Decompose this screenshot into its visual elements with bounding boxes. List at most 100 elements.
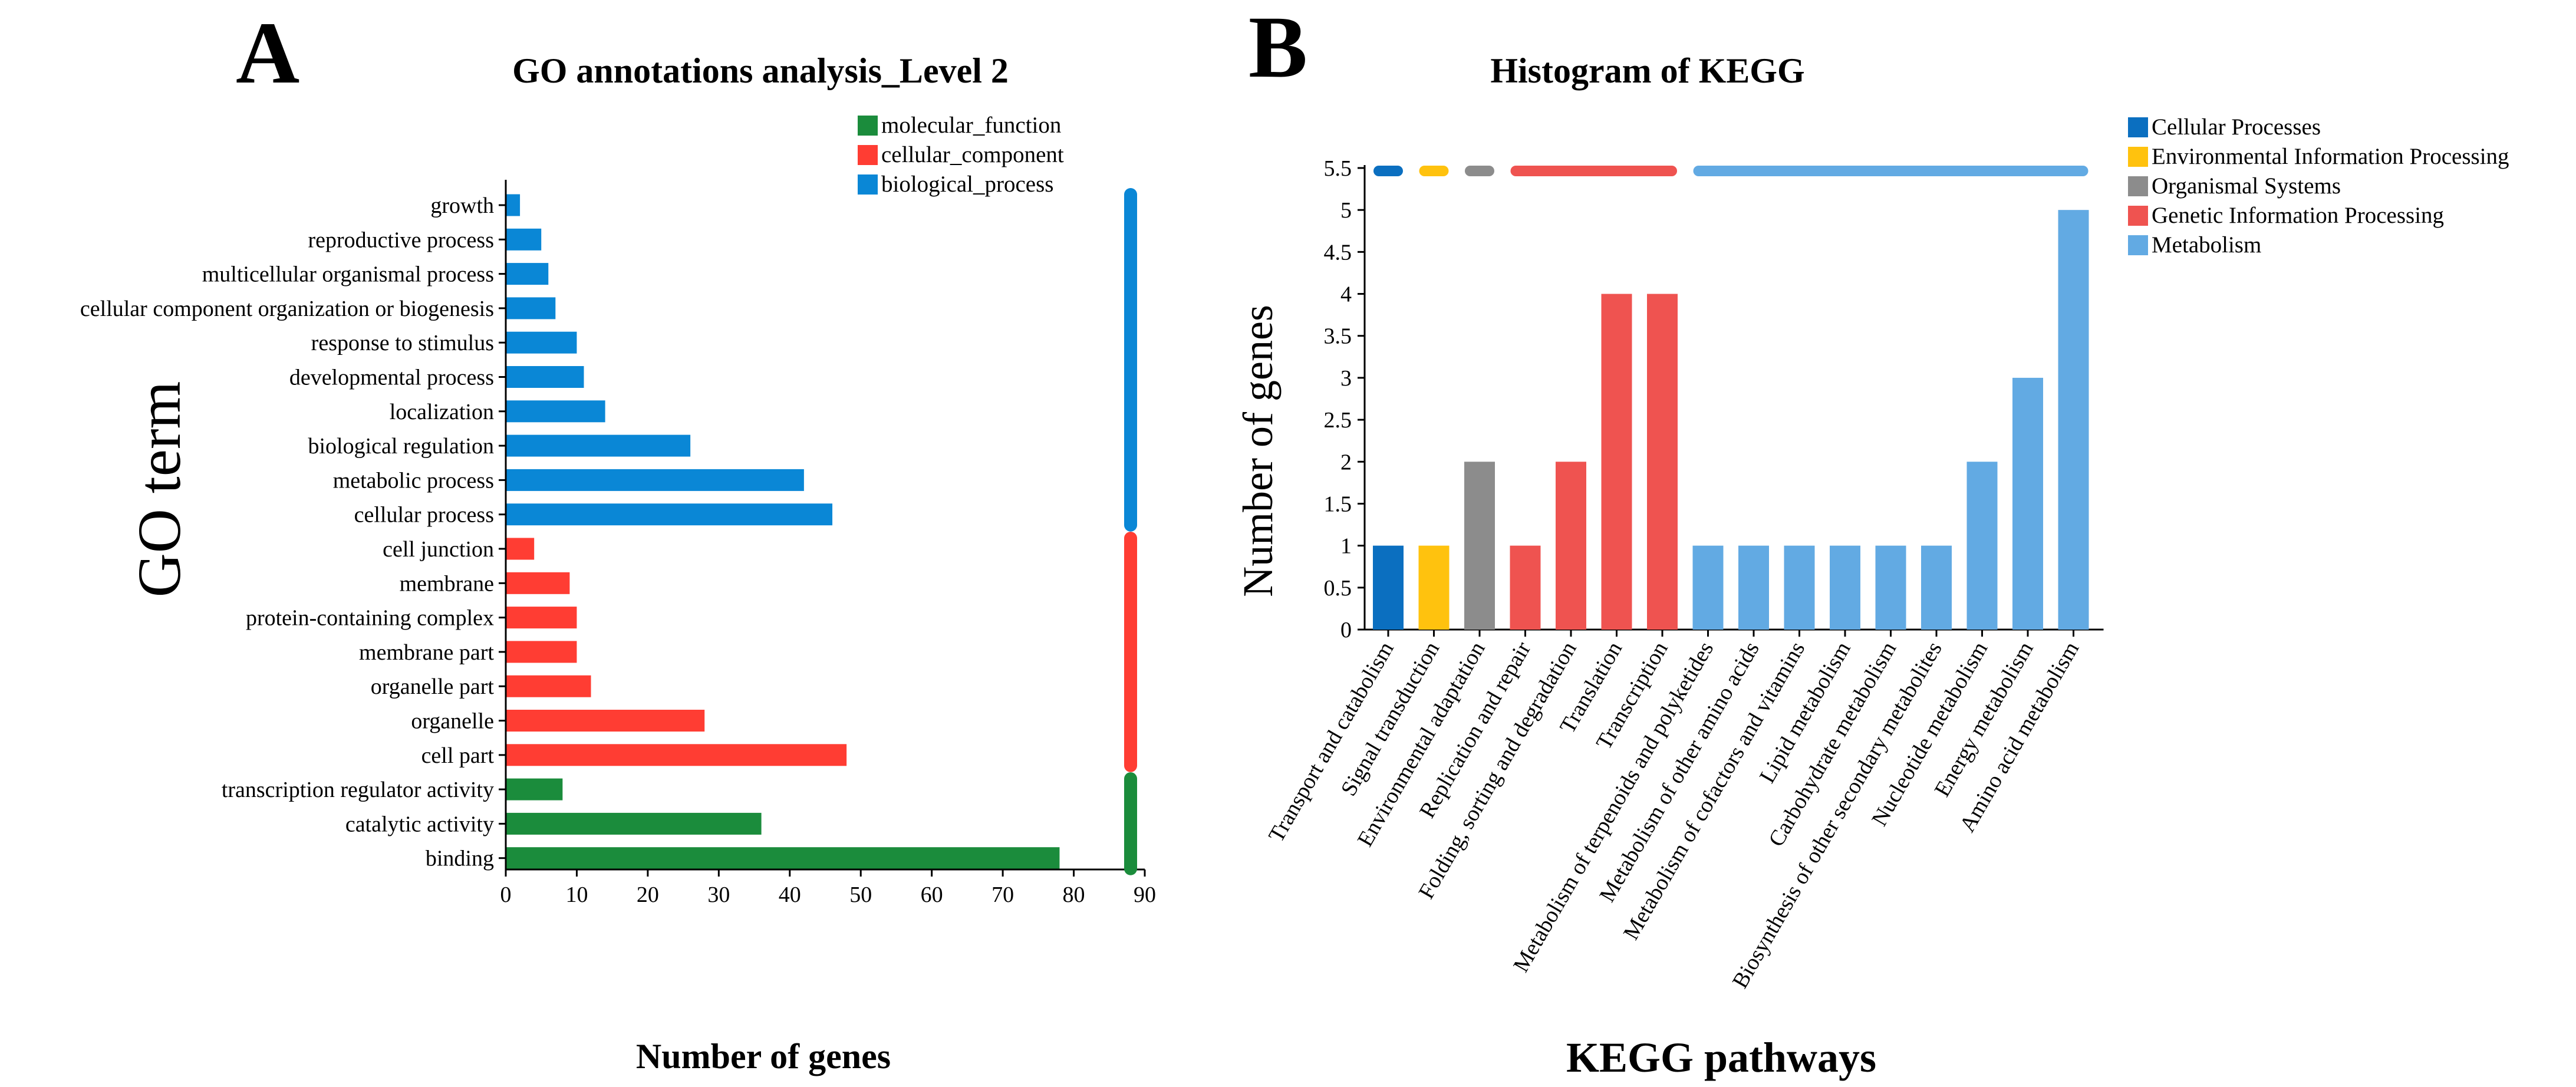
kegg-y-axis-label: Number of genes — [1234, 305, 1282, 597]
go-bar-localization — [506, 400, 605, 423]
kegg-bar-metabolism-of-cofactors-and-vitamins — [1784, 545, 1815, 630]
kegg-legend-swatch-metabolism — [2128, 235, 2148, 255]
kegg-x-axis-label: KEGG pathways — [1566, 1034, 1876, 1081]
kegg-bar-lipid-metabolism — [1830, 545, 1860, 630]
go-category-binding: binding — [426, 846, 494, 871]
kegg-y-tick-2: 2 — [1340, 450, 1352, 475]
kegg-bar-energy-metabolism — [2012, 377, 2043, 630]
go-bar-multicellular-organismal-process — [506, 263, 549, 285]
go-category-protein-containing-complex: protein-containing complex — [246, 606, 494, 631]
kegg-y-tick-0: 0 — [1340, 618, 1352, 643]
go-x-tick-20: 20 — [637, 882, 659, 907]
go-y-axis-label: GO term — [126, 381, 193, 598]
go-bar-cellular-process — [506, 503, 833, 526]
go-category-organelle: organelle — [411, 709, 494, 734]
kegg-legend-label-organismal-systems: Organismal Systems — [2152, 173, 2341, 199]
go-category-metabolic-process: metabolic process — [333, 468, 494, 493]
kegg-legend-label-metabolism: Metabolism — [2152, 232, 2261, 258]
go-bar-protein-containing-complex — [506, 607, 577, 629]
go-category-cellular-component-organization-or-biogenesis: cellular component organization or bioge… — [80, 297, 494, 321]
go-category-reproductive-process: reproductive process — [308, 228, 495, 252]
go-category-response-to-stimulus: response to stimulus — [311, 331, 494, 355]
kegg-legend-swatch-cellular-processes — [2128, 117, 2148, 137]
go-x-tick-0: 0 — [500, 882, 512, 907]
go-bar-binding — [506, 847, 1060, 869]
go-legend-swatch-biological-process — [858, 174, 878, 195]
go-bar-catalytic-activity — [506, 812, 762, 835]
kegg-y-tick-1-5: 1.5 — [1324, 492, 1352, 516]
kegg-legend-swatch-organismal-systems — [2128, 176, 2148, 196]
go-bar-membrane — [506, 572, 570, 594]
go-annotation-chart: A GO annotations analysis_Level 2 molecu… — [80, 4, 1156, 1076]
go-category-organelle-part: organelle part — [371, 674, 495, 699]
go-bar-response-to-stimulus — [506, 331, 577, 354]
go-bar-transcription-regulator-activity — [506, 778, 563, 801]
panel-label-b: B — [1249, 0, 1307, 96]
go-legend-swatch-cellular-component — [858, 145, 878, 165]
go-bar-growth — [506, 194, 521, 216]
go-legend-swatch-molecular-function — [858, 116, 878, 136]
go-category-cell-junction: cell junction — [383, 537, 494, 562]
go-bars — [506, 194, 1060, 869]
kegg-y-tick-0-5: 0.5 — [1324, 576, 1352, 601]
go-x-tick-90: 90 — [1134, 882, 1156, 907]
go-x-tick-10: 10 — [565, 882, 588, 907]
kegg-bar-biosynthesis-of-other-secondary-metabolites — [1921, 545, 1952, 630]
go-x-tick-30: 30 — [707, 882, 730, 907]
kegg-bar-translation — [1601, 294, 1632, 630]
go-x-ticks: 0 10 20 30 40 50 60 70 80 90 — [500, 869, 1156, 907]
go-legend-label-molecular-function: molecular_function — [881, 113, 1061, 138]
kegg-legend-label-environmental-information-processing: Environmental Information Processing — [2152, 144, 2509, 169]
kegg-bar-environmental-adaptation — [1464, 462, 1495, 630]
go-bar-organelle-part — [506, 675, 591, 697]
kegg-bar-signal-transduction — [1418, 545, 1450, 630]
kegg-legend-swatch-genetic-information-processing — [2128, 206, 2148, 226]
go-bar-metabolic-process — [506, 469, 804, 491]
go-legend-label-biological-process: biological_process — [881, 172, 1053, 197]
go-bar-organelle — [506, 710, 705, 732]
kegg-bar-metabolism-of-other-amino-acids — [1738, 545, 1769, 630]
kegg-bar-nucleotide-metabolism — [1966, 462, 1998, 630]
kegg-bar-replication-and-repair — [1510, 545, 1541, 630]
go-axes — [499, 180, 1145, 871]
go-category-cellular-process: cellular process — [354, 503, 494, 528]
kegg-bar-metabolism-of-terpenoids-and-polyketides — [1692, 545, 1724, 630]
go-category-developmental-process: developmental process — [289, 365, 494, 390]
kegg-bar-transport-and-catabolism — [1373, 545, 1404, 630]
kegg-y-tick-4-5: 4.5 — [1324, 240, 1352, 265]
go-legend-label-cellular-component: cellular_component — [881, 142, 1064, 167]
go-legend: molecular_function cellular_componentbiol… — [858, 113, 1064, 197]
kegg-y-tick-5: 5 — [1340, 198, 1352, 223]
go-x-tick-60: 60 — [921, 882, 943, 907]
go-category-multicellular-organismal-process: multicellular organismal process — [202, 262, 494, 287]
kegg-legend: Cellular Processes Environmental Informat… — [2128, 114, 2509, 258]
go-x-tick-80: 80 — [1063, 882, 1085, 907]
go-bar-developmental-process — [506, 366, 584, 388]
kegg-y-ticks: 0 0.5 1 1.5 2 2.5 3 3.5 4 4.5 5 5.5 — [1324, 156, 1365, 643]
go-bar-cell-junction — [506, 538, 535, 560]
go-category-catalytic-activity: catalytic activity — [345, 812, 494, 836]
go-category-membrane-part: membrane part — [359, 640, 494, 665]
kegg-y-tick-2-5: 2.5 — [1324, 408, 1352, 433]
kegg-legend-label-cellular-processes: Cellular Processes — [2152, 114, 2321, 140]
kegg-legend-swatch-environmental-information-processing — [2128, 147, 2148, 167]
go-category-localization: localization — [390, 400, 494, 424]
go-x-tick-40: 40 — [779, 882, 801, 907]
go-bar-reproductive-process — [506, 228, 542, 251]
go-category-membrane: membrane — [400, 571, 494, 596]
go-bar-cellular-component-organization-or-biogenesis — [506, 297, 556, 319]
kegg-bar-transcription — [1647, 294, 1678, 630]
kegg-legend-label-genetic-information-processing: Genetic Information Processing — [2152, 203, 2444, 228]
go-x-tick-70: 70 — [991, 882, 1014, 907]
kegg-bar-amino-acid-metabolism — [2058, 210, 2089, 630]
kegg-y-tick-5-5: 5.5 — [1324, 156, 1352, 181]
kegg-chart-title: Histogram of KEGG — [1490, 51, 1804, 90]
go-x-axis-label: Number of genes — [636, 1037, 891, 1076]
kegg-bar-folding-sorting-and-degradation — [1556, 462, 1586, 630]
kegg-y-tick-4: 4 — [1340, 282, 1352, 307]
go-bar-membrane-part — [506, 641, 577, 663]
kegg-bar-carbohydrate-metabolism — [1875, 545, 1906, 630]
panel-label-a: A — [236, 4, 299, 102]
